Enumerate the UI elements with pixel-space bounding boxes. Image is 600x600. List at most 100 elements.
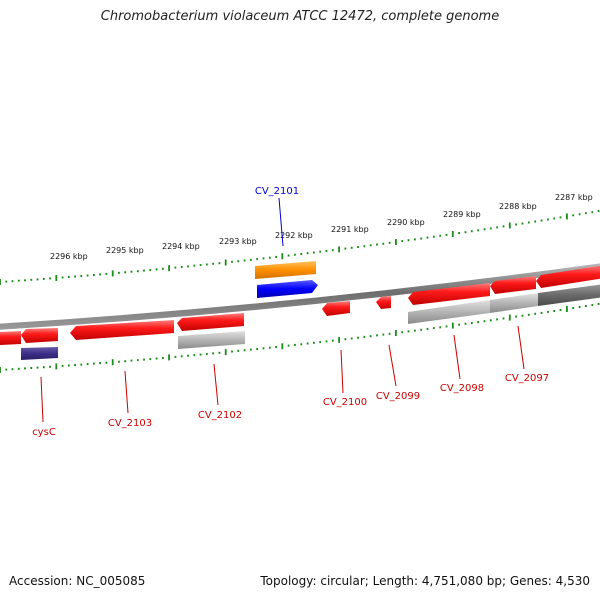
- gene-right-dark[interactable]: [538, 284, 600, 306]
- minor-tick: [49, 365, 51, 368]
- major-tick: [55, 363, 58, 370]
- minor-tick: [143, 358, 145, 361]
- minor-tick: [483, 320, 486, 323]
- minor-tick: [496, 318, 498, 321]
- gene-cv-2097[interactable]: [490, 276, 536, 294]
- minor-tick: [489, 227, 492, 230]
- minor-tick: [470, 322, 473, 324]
- minor-tick: [143, 269, 145, 272]
- gene-cv-2102-pseudo[interactable]: [178, 331, 245, 349]
- minor-tick: [585, 212, 587, 215]
- gene-cv-2097-pseudo[interactable]: [490, 293, 538, 313]
- minor-tick: [74, 275, 76, 278]
- leader-cv-2101: [278, 197, 284, 247]
- minor-tick: [515, 315, 517, 318]
- minor-tick: [24, 279, 26, 282]
- minor-tick: [515, 223, 517, 226]
- minor-tick: [313, 341, 315, 344]
- minor-tick: [426, 236, 429, 239]
- label-cv-2100[interactable]: CV_2100: [323, 397, 367, 408]
- minor-tick: [93, 362, 95, 365]
- major-tick: [168, 265, 170, 272]
- minor-tick: [93, 274, 95, 276]
- minor-tick: [363, 245, 366, 248]
- minor-tick: [49, 277, 51, 280]
- minor-tick: [547, 310, 549, 313]
- minor-tick: [118, 360, 120, 363]
- minor-tick: [572, 214, 575, 217]
- minor-tick: [363, 335, 366, 338]
- minor-tick: [331, 249, 334, 252]
- label-cv-2102[interactable]: CV_2102: [198, 410, 242, 421]
- major-tick: [0, 279, 1, 285]
- label-cysc[interactable]: cysC: [32, 427, 56, 438]
- kbp-label: 2287 kbp: [555, 193, 593, 202]
- minor-tick: [61, 276, 64, 279]
- minor-tick: [578, 306, 581, 308]
- gene-leaders: [40, 197, 525, 423]
- minor-tick: [17, 279, 20, 282]
- gene-cv-2099[interactable]: [376, 296, 391, 309]
- gene-cysc-neighbor[interactable]: [21, 328, 58, 343]
- minor-tick: [243, 259, 246, 262]
- label-cv-2099[interactable]: CV_2099: [376, 391, 420, 402]
- minor-tick: [325, 340, 328, 343]
- major-tick: [111, 270, 114, 277]
- major-tick: [338, 336, 340, 343]
- minor-tick: [483, 228, 486, 231]
- leader-cv-2099: [388, 344, 397, 387]
- gene-cysc[interactable]: [21, 347, 58, 360]
- minor-tick: [540, 219, 543, 222]
- kbp-labels: 2296 kbp 2295 kbp 2294 kbp 2293 kbp 2292…: [50, 193, 593, 261]
- gene-cv-2100[interactable]: [322, 301, 350, 316]
- minor-tick: [294, 253, 296, 256]
- gene-right-edge[interactable]: [536, 265, 600, 288]
- major-tick: [224, 259, 227, 266]
- minor-tick: [527, 221, 530, 224]
- label-cv-2103[interactable]: CV_2103: [108, 418, 152, 429]
- major-tick: [338, 246, 340, 253]
- minor-tick: [319, 250, 322, 253]
- minor-tick: [250, 348, 252, 351]
- minor-tick: [275, 255, 277, 258]
- minor-tick: [420, 328, 423, 331]
- minor-tick: [357, 246, 359, 248]
- gene-cv-2101-orange[interactable]: [255, 261, 316, 279]
- minor-tick: [300, 253, 303, 255]
- minor-tick: [344, 338, 347, 341]
- genome-backbone: [0, 263, 600, 330]
- minor-tick: [287, 344, 290, 347]
- minor-tick: [331, 339, 334, 342]
- minor-tick: [174, 355, 177, 358]
- minor-tick: [237, 260, 240, 263]
- minor-tick: [124, 360, 127, 363]
- label-cv-2097[interactable]: CV_2097: [505, 373, 549, 384]
- major-tick: [281, 253, 284, 260]
- minor-tick: [237, 349, 240, 352]
- minor-tick: [591, 304, 594, 306]
- kbp-label: 2292 kbp: [275, 231, 313, 240]
- major-tick: [508, 314, 511, 321]
- minor-tick: [502, 225, 505, 228]
- gene-cv-2098[interactable]: [408, 283, 490, 305]
- minor-tick: [597, 303, 600, 305]
- label-cv-2101[interactable]: CV_2101: [255, 186, 299, 197]
- label-cv-2098[interactable]: CV_2098: [440, 383, 484, 394]
- minor-tick: [86, 274, 89, 277]
- gene-left-edge[interactable]: [0, 331, 21, 345]
- leader-cv-2103: [124, 370, 129, 414]
- gene-cv-2098-pseudo[interactable]: [408, 300, 490, 324]
- minor-tick: [268, 346, 271, 349]
- gene-cv-2101-blue[interactable]: [257, 280, 318, 298]
- minor-tick: [212, 352, 214, 355]
- minor-tick: [130, 359, 133, 362]
- minor-tick: [180, 355, 183, 358]
- gene-cv-2102-forward[interactable]: [177, 313, 244, 331]
- minor-tick: [420, 237, 423, 240]
- minor-tick: [149, 269, 152, 271]
- kbp-label: 2296 kbp: [50, 252, 88, 261]
- minor-tick: [136, 359, 139, 362]
- major-tick: [224, 349, 227, 356]
- gene-cv-2103[interactable]: [70, 320, 174, 340]
